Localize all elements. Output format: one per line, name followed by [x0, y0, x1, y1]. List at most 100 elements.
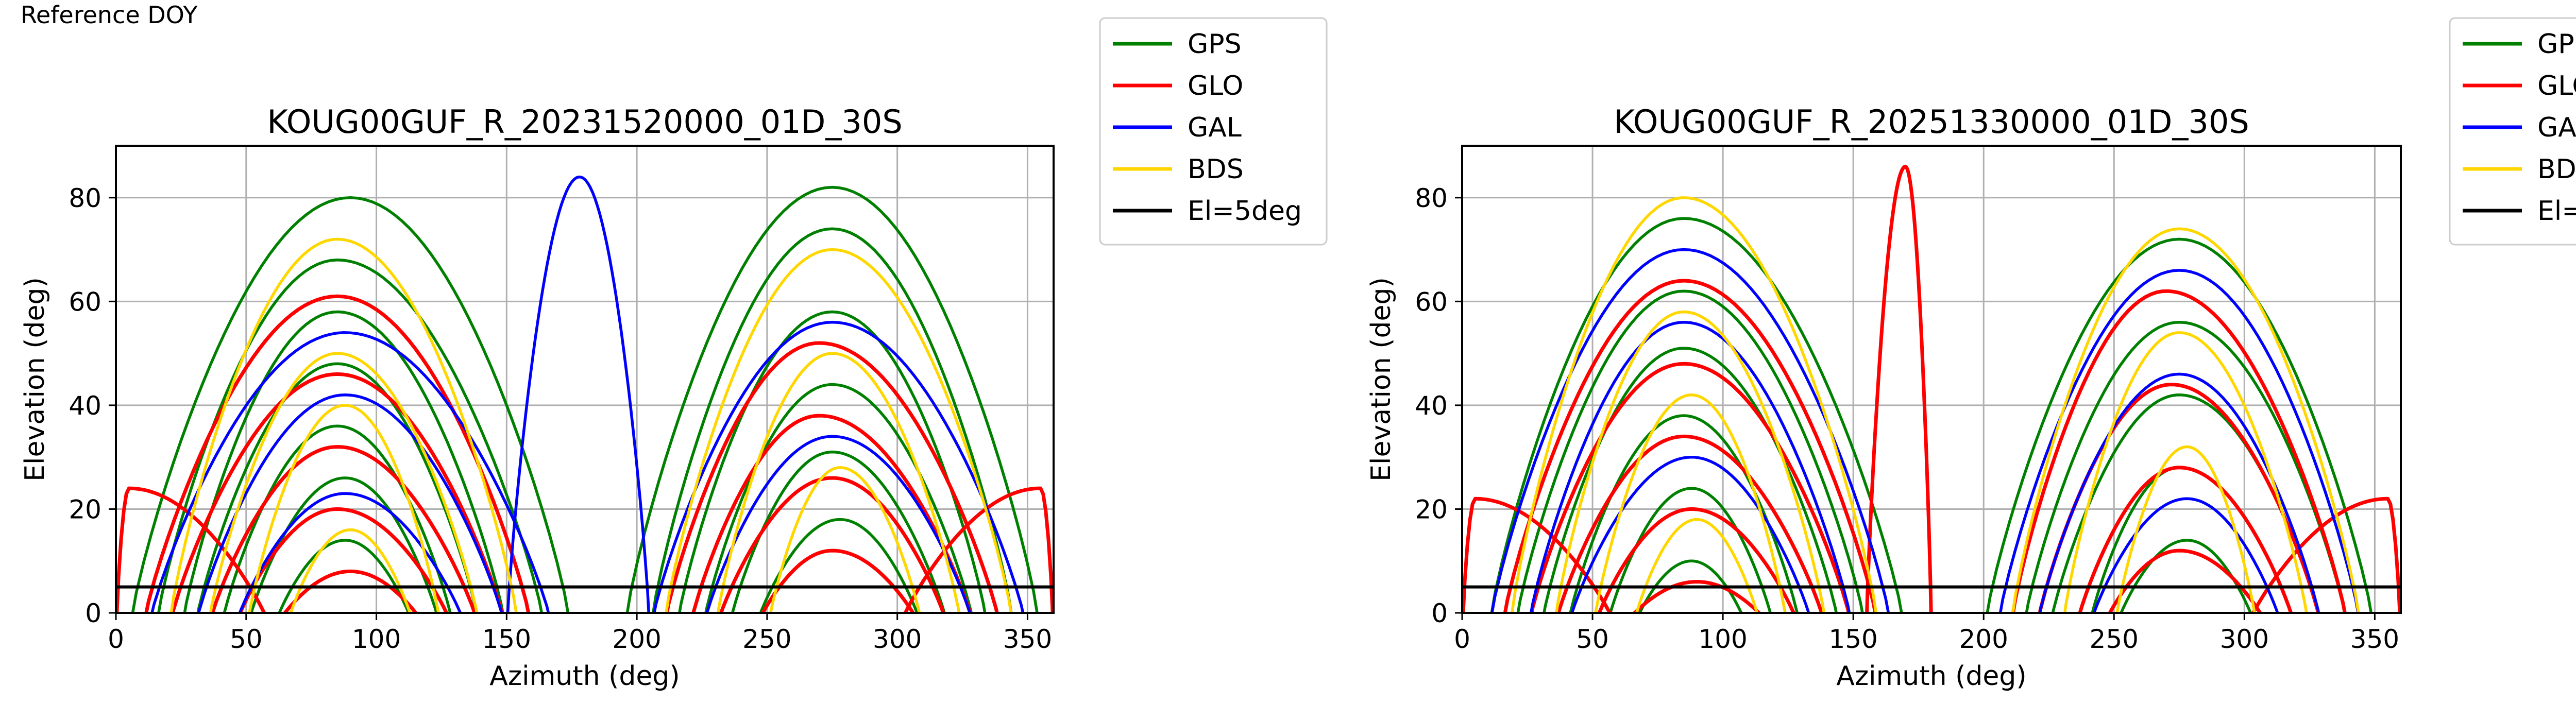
y-tick-label: 0 — [1431, 598, 1448, 628]
track-glo — [210, 445, 477, 613]
track-gal — [506, 175, 650, 613]
y-axis-label: Elevation (deg) — [1366, 277, 1397, 482]
track-glo — [144, 294, 531, 613]
track-gps — [157, 258, 544, 613]
x-tick-label: 200 — [1959, 624, 2008, 654]
chart-panel-right: 0 50 100 150 200 250 300 350 0 20 40 60 80 KOUG00GUF_… — [1366, 17, 2576, 692]
track-gps — [1543, 347, 1838, 613]
y-tick-label: 20 — [69, 494, 101, 524]
track-glo — [282, 569, 418, 613]
track-bds — [209, 352, 479, 613]
x-axis-label: Azimuth (deg) — [489, 661, 680, 692]
x-tick-label: 50 — [230, 624, 263, 654]
track-glo — [171, 372, 504, 613]
y-tick-label: 80 — [1415, 183, 1448, 213]
x-tick-label: 200 — [612, 624, 661, 654]
track-bds — [248, 404, 440, 613]
legend-label: GAL — [2537, 112, 2576, 143]
plot-frame — [115, 145, 1055, 614]
track-gps — [652, 227, 1013, 613]
x-tick-label: 50 — [1576, 624, 1609, 654]
legend-label: GLO — [2537, 71, 2576, 101]
track-glo — [2078, 466, 2293, 613]
track-gps — [1569, 414, 1799, 613]
legend-item-el-5deg: El=5deg — [1113, 196, 1302, 227]
track-glo — [1530, 362, 1851, 613]
chart-panel-left: 0 50 100 150 200 250 300 350 0 20 40 60 80 KOUG00GUF_… — [20, 17, 1328, 692]
track-glo — [1462, 496, 1612, 613]
track-gps — [678, 310, 987, 613]
legend-item-glo: GLO — [1113, 71, 1243, 101]
track-glo — [1503, 279, 1877, 613]
track-gps — [1986, 237, 2373, 613]
track-gal — [1570, 455, 1810, 613]
track-bds — [769, 466, 921, 613]
x-tick-label: 250 — [742, 624, 791, 654]
ticks: 0 50 100 150 200 250 300 350 0 20 40 60 80 — [1415, 183, 2399, 654]
legend-label: El=5deg — [1188, 196, 1302, 227]
track-glo — [665, 341, 999, 613]
track-bds — [665, 248, 1013, 613]
legend-label: GLO — [1188, 71, 1243, 101]
y-tick-label: 20 — [1415, 494, 1448, 524]
track-glo — [238, 507, 449, 613]
track-bds — [1594, 393, 1787, 613]
x-tick-label: 0 — [108, 624, 124, 654]
x-tick-label: 250 — [2090, 624, 2139, 654]
track-bds — [170, 237, 518, 613]
reference-doy-label: Reference DOY — [21, 1, 198, 29]
track-bds — [1635, 518, 1759, 613]
grid-lines — [115, 146, 1054, 614]
track-gps — [625, 185, 1039, 613]
track-glo — [1556, 434, 1824, 613]
track-glo — [116, 486, 266, 613]
legend-item-gal: GAL — [1113, 112, 1242, 143]
x-tick-label: 300 — [2220, 624, 2269, 654]
y-tick-label: 0 — [85, 598, 101, 628]
track-gal — [2092, 497, 2279, 613]
track-bds — [289, 528, 412, 613]
track-glo — [2011, 289, 2347, 613]
track-gps — [131, 196, 570, 613]
y-tick-label: 40 — [1415, 391, 1448, 421]
track-glo — [719, 476, 945, 613]
legend-item-gal: GAL — [2463, 112, 2576, 143]
y-tick-label: 60 — [1415, 287, 1448, 317]
x-tick-label: 100 — [1698, 624, 1747, 654]
track-gps — [278, 539, 411, 613]
track-glo — [1632, 580, 1761, 613]
legend-label: BDS — [1188, 154, 1244, 185]
legend-label: El=5deg — [2537, 196, 2576, 227]
track-glo — [691, 414, 972, 613]
legend-item-glo: GLO — [2463, 71, 2576, 101]
x-tick-label: 350 — [1003, 624, 1052, 654]
track-gal — [652, 320, 1025, 613]
track-gps — [1490, 217, 1903, 613]
y-tick-label: 80 — [69, 183, 101, 213]
legend: GPS GLO GAL BDS El=5deg — [2449, 17, 2576, 246]
legend-box — [1099, 17, 1328, 246]
track-bds — [1555, 310, 1826, 613]
x-tick-label: 150 — [482, 624, 531, 654]
track-gps — [1516, 289, 1864, 613]
y-axis-label: Elevation (deg) — [20, 277, 50, 482]
track-glo — [2251, 496, 2401, 613]
track-bds — [2115, 445, 2256, 613]
track-bds — [1511, 196, 1878, 613]
track-glo — [903, 486, 1054, 613]
track-gps — [704, 383, 973, 613]
plot-frame — [1461, 145, 2402, 614]
track-gal — [1529, 320, 1851, 613]
track-gps — [183, 310, 504, 613]
track-gps — [2025, 320, 2346, 613]
y-tick-label: 40 — [69, 391, 101, 421]
track-gal — [705, 435, 972, 613]
chart-title: KOUG00GUF_R_20231520000_01D_30S — [267, 103, 902, 141]
track-gps — [196, 362, 479, 613]
track-gal — [150, 331, 550, 613]
legend: GPS GLO GAL BDS El=5deg — [1099, 17, 1328, 246]
legend-label: GAL — [1188, 112, 1242, 143]
x-tick-label: 0 — [1454, 624, 1470, 654]
x-tick-label: 350 — [2350, 624, 2399, 654]
